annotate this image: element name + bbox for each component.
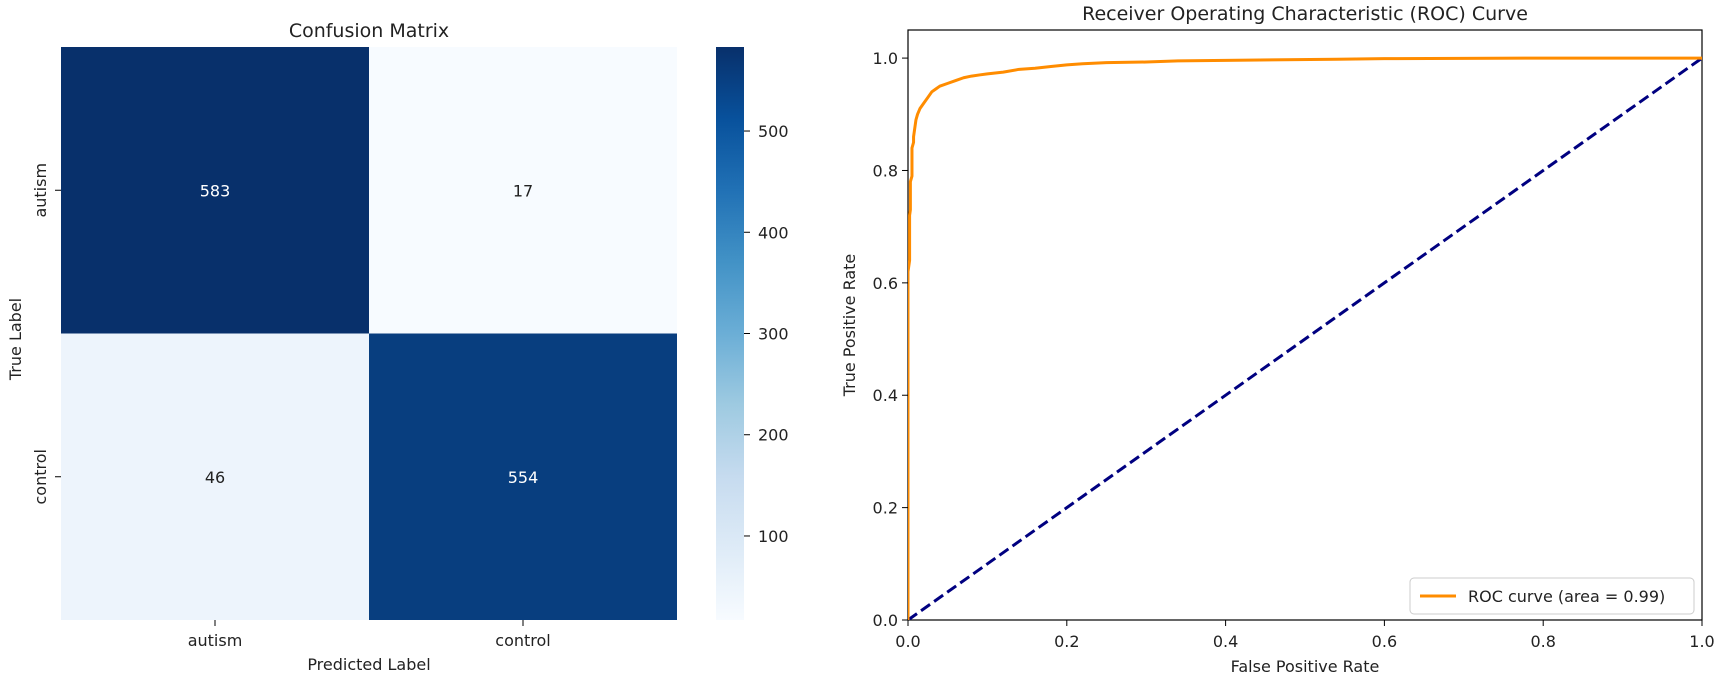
roc-ytick-label: 0.8	[873, 161, 898, 180]
confusion-matrix-cell	[61, 333, 369, 620]
confusion-matrix-xlabel: Predicted Label	[307, 655, 430, 674]
colorbar-gradient	[716, 47, 744, 620]
roc-xtick-label: 0.6	[1372, 632, 1397, 651]
confusion-matrix-panel: Confusion Matrix 583 17 46 554 autism contro…	[6, 20, 677, 674]
confusion-matrix-cell-value: 554	[508, 468, 539, 487]
roc-ytick-label: 0.4	[873, 386, 898, 405]
confusion-matrix-ticks: autism control autism control	[31, 163, 551, 650]
confusion-matrix-cells: 583 17 46 554	[61, 47, 677, 620]
confusion-matrix-cell	[369, 47, 677, 334]
roc-ytick-label: 0.6	[873, 274, 898, 293]
roc-xtick-label: 1.0	[1689, 632, 1714, 651]
roc-legend-label: ROC curve (area = 0.99)	[1468, 587, 1665, 606]
roc-xtick-label: 0.4	[1213, 632, 1238, 651]
roc-series	[908, 56, 1702, 620]
roc-xlabel: False Positive Rate	[1231, 657, 1380, 676]
confusion-matrix-cell-value: 46	[205, 468, 225, 487]
confusion-matrix-cell-value: 583	[200, 181, 231, 200]
confusion-matrix-xtick-label: control	[495, 631, 550, 650]
confusion-matrix-ytick-label: autism	[31, 163, 50, 218]
roc-ylabel: True Positive Rate	[840, 254, 859, 398]
roc-ytick-label: 0.2	[873, 499, 898, 518]
confusion-matrix-ylabel: True Label	[6, 298, 25, 381]
colorbar-ticks: 100 200 300 400 500	[744, 122, 789, 546]
roc-legend-box	[1409, 577, 1695, 615]
roc-legend: ROC curve (area = 0.99)	[1409, 577, 1695, 615]
colorbar-tick-label: 400	[758, 223, 789, 242]
colorbar: 100 200 300 400 500	[716, 47, 789, 620]
confusion-matrix-xtick-label: autism	[188, 631, 243, 650]
confusion-matrix-cell	[61, 47, 369, 334]
roc-ytick-label: 1.0	[873, 49, 898, 68]
roc-curve-line	[908, 56, 1702, 620]
roc-ticks: 0.0 0.2 0.4 0.6 0.8 1.0 0.0 0.2 0.4 0.6 0.8 1.0	[873, 49, 1715, 651]
colorbar-tick-label: 500	[758, 122, 789, 141]
confusion-matrix-title: Confusion Matrix	[289, 20, 449, 42]
colorbar-tick-label: 200	[758, 426, 789, 445]
roc-xtick-label: 0.8	[1530, 632, 1555, 651]
confusion-matrix-ytick-label: control	[31, 449, 50, 504]
roc-ytick-label: 0.0	[873, 611, 898, 630]
colorbar-tick-label: 300	[758, 325, 789, 344]
roc-xtick-label: 0.2	[1054, 632, 1079, 651]
confusion-matrix-cell-value: 17	[513, 181, 533, 200]
colorbar-tick-label: 100	[758, 527, 789, 546]
confusion-matrix-cell	[369, 333, 677, 620]
roc-plot-area	[907, 29, 1703, 621]
roc-xtick-label: 0.0	[895, 632, 920, 651]
roc-title: Receiver Operating Characteristic (ROC) …	[1082, 3, 1528, 25]
roc-panel: Receiver Operating Characteristic (ROC) …	[840, 3, 1715, 676]
chance-diagonal-line	[908, 56, 1702, 620]
